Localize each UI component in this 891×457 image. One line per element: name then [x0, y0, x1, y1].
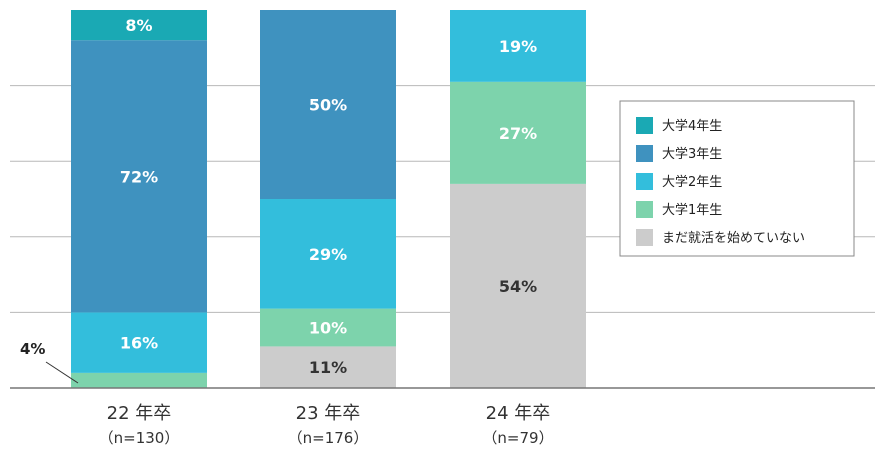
bar-segment [71, 372, 207, 388]
bar-segment [71, 40, 207, 313]
legend-swatch [636, 173, 653, 190]
data-label: 29% [309, 245, 347, 264]
callout-leader-line [45, 361, 79, 384]
legend-label: 大学4年生 [662, 118, 722, 134]
bar-segment [260, 346, 396, 388]
legend-swatch [636, 229, 653, 246]
sample-size-label: （n=79） [482, 429, 553, 447]
bar-segment [450, 10, 586, 82]
legend-swatch [636, 145, 653, 162]
data-label: 8% [125, 16, 152, 35]
x-tick-label: 23 年卒 [296, 403, 361, 424]
data-label: 19% [499, 37, 537, 56]
legend-swatch [636, 117, 653, 134]
x-tick-label: 22 年卒 [107, 403, 172, 424]
data-label: 16% [120, 334, 158, 353]
callout-label: 4% [20, 340, 45, 358]
legend-label: 大学2年生 [662, 174, 722, 190]
data-label: 54% [499, 277, 537, 296]
bar-segment [260, 308, 396, 347]
sample-size-label: （n=130） [99, 429, 180, 447]
legend-label: 大学1年生 [662, 202, 722, 218]
data-label: 50% [309, 96, 347, 115]
legend-box [619, 100, 855, 257]
data-label: 10% [309, 319, 347, 338]
bar-segment [260, 10, 396, 199]
sample-size-label: （n=176） [288, 429, 369, 447]
data-label: 72% [120, 167, 158, 186]
x-axis-labels: 22 年卒 （n=130） 23 年卒 （n=176） 24 年卒 （n=79） [99, 403, 554, 447]
legend-swatch [636, 201, 653, 218]
bars: 16% 72% 8% 11% 10% 29% 50% 54% 27% 19% [71, 10, 586, 388]
legend-label: まだ就活を始めていない [662, 231, 805, 246]
bar-segment [260, 199, 396, 309]
bar-segment [71, 10, 207, 41]
bar-segment [450, 81, 586, 184]
x-tick-label: 24 年卒 [486, 403, 551, 424]
legend-label: 大学3年生 [662, 146, 722, 162]
bar-segment [450, 183, 586, 388]
data-label: 27% [499, 124, 537, 143]
callouts: 4% [20, 340, 79, 384]
bar-segment [71, 312, 207, 373]
data-label: 11% [309, 358, 347, 377]
